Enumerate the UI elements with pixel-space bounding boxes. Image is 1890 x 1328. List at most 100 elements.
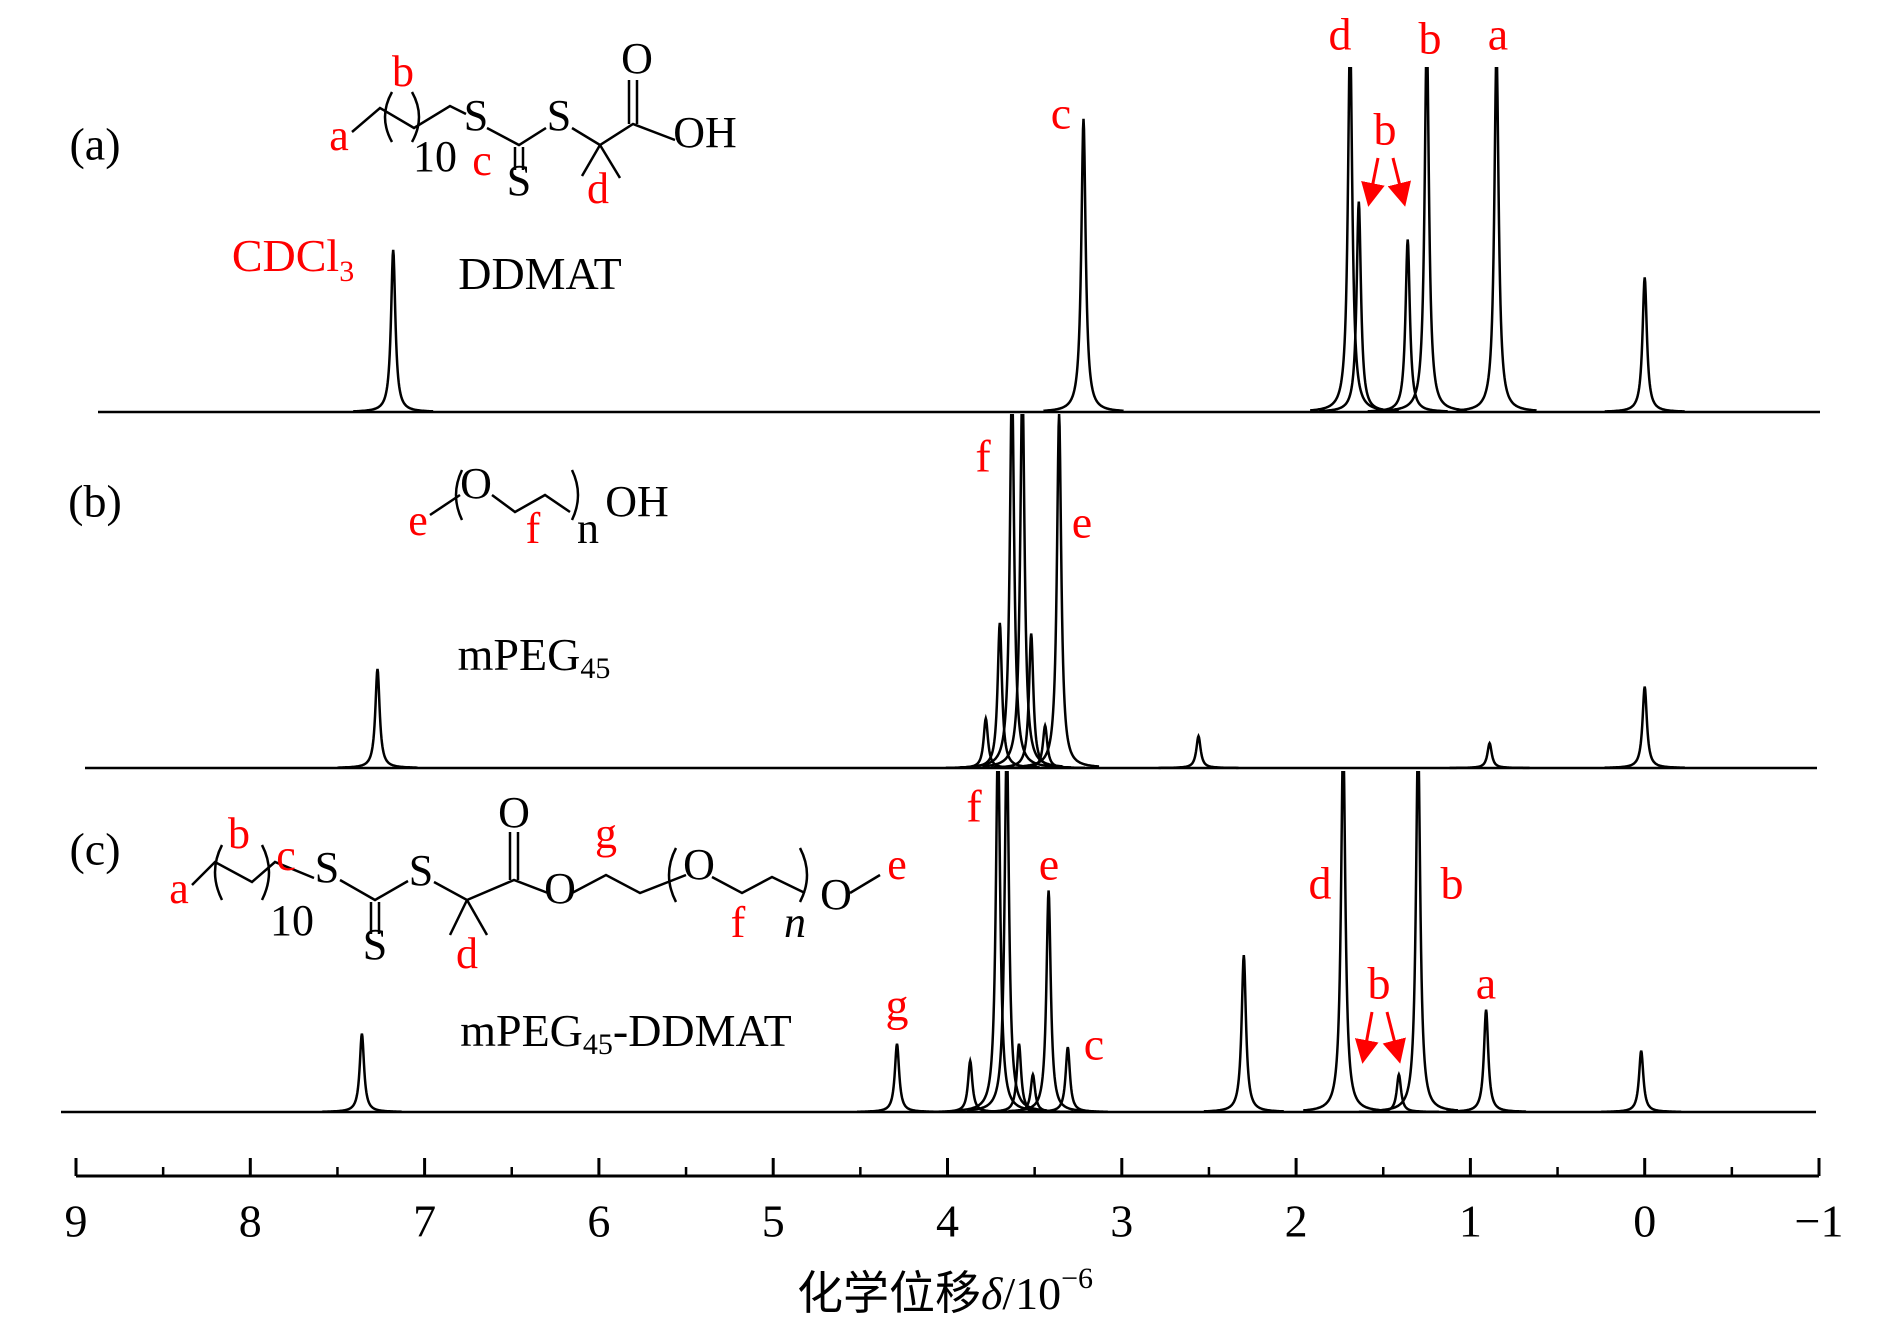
solvent-label: CDCl3 <box>232 230 354 288</box>
sample-name-part: DDMAT <box>458 248 622 299</box>
peak <box>1043 118 1124 413</box>
atom-label: n <box>784 898 806 947</box>
peak <box>1019 414 1100 768</box>
bond <box>433 878 549 902</box>
atom-label: a <box>329 111 349 160</box>
peak <box>1027 1046 1108 1113</box>
atom-label: 10 <box>270 896 314 945</box>
x-tick-label: 4 <box>936 1196 959 1247</box>
peak <box>1008 890 1089 1113</box>
bond <box>571 873 687 895</box>
atom-label: S <box>409 846 433 895</box>
peak <box>1303 771 1384 1112</box>
structure-c: a b c 10 S S S O O g O f n O e d <box>169 788 907 978</box>
atom-label: OH <box>605 477 669 526</box>
x-axis-title-part: δ <box>981 1268 1003 1319</box>
arrow <box>1354 1011 1379 1064</box>
peak <box>1310 67 1391 412</box>
peak <box>1203 954 1284 1113</box>
bracket <box>410 91 421 143</box>
atom-label: e <box>887 840 907 889</box>
bond <box>491 493 571 514</box>
structure-b: e O f n OH <box>408 459 669 553</box>
arrow <box>1361 157 1385 207</box>
atom-label: b <box>228 809 250 858</box>
atom-label: O <box>683 840 715 889</box>
bracket <box>213 844 224 901</box>
peak-label: g <box>886 980 909 1031</box>
peak <box>1604 277 1685 413</box>
atom-label: O <box>460 459 492 508</box>
atom-label: 10 <box>413 132 457 181</box>
atom-label: d <box>587 164 609 213</box>
peak <box>1358 1071 1439 1114</box>
x-axis-title-part: /10 <box>1002 1268 1061 1319</box>
peak <box>1158 732 1239 770</box>
panel-tag: (c) <box>69 824 120 875</box>
bond <box>711 875 806 895</box>
peak <box>1386 67 1467 412</box>
atom-label: n <box>577 504 599 553</box>
peak <box>353 249 434 413</box>
peak-label: a <box>1476 958 1496 1009</box>
atom-label: O <box>498 788 530 837</box>
peak-label: a <box>1488 9 1508 60</box>
x-tick-label: −1 <box>1795 1196 1844 1247</box>
atom-label: S <box>315 843 339 892</box>
atom-label: c <box>472 136 492 185</box>
sample-name: mPEG45-DDMAT <box>460 1005 792 1061</box>
bond <box>598 144 622 179</box>
peak-label: f <box>966 781 982 832</box>
bracket <box>260 844 271 901</box>
bond <box>339 878 409 902</box>
x-axis-title-part: −6 <box>1061 1262 1093 1295</box>
atom-label: g <box>595 809 617 858</box>
bracket <box>454 469 464 521</box>
bracket <box>570 469 580 521</box>
peak-label: c <box>1051 88 1071 139</box>
atom-label: f <box>526 504 541 553</box>
atom-label: c <box>276 831 296 880</box>
atom-label: S <box>363 920 387 969</box>
x-axis-title-part: 化学位移 <box>797 1268 981 1319</box>
x-tick-label: 0 <box>1633 1196 1656 1247</box>
x-tick-label: 8 <box>239 1196 262 1247</box>
peak-label: e <box>1072 497 1092 548</box>
peak <box>1005 721 1086 770</box>
atom-label: a <box>169 864 189 913</box>
x-tick-label: 7 <box>413 1196 436 1247</box>
atom-label: S <box>547 91 571 140</box>
panel-tag: (b) <box>68 476 122 527</box>
peak <box>1367 239 1448 413</box>
bracket <box>383 91 394 143</box>
bracket <box>667 847 678 903</box>
peak-label: d <box>1329 9 1352 60</box>
sample-name-part: mPEG <box>460 1005 583 1056</box>
peak <box>321 1033 402 1113</box>
peak-label: b <box>1368 958 1391 1009</box>
peak-label: b <box>1419 13 1442 64</box>
x-tick-label: 3 <box>1110 1196 1133 1247</box>
peak-label: f <box>975 431 991 482</box>
peak <box>982 414 1063 768</box>
peak-label: d <box>1309 858 1332 909</box>
atom-label: b <box>392 47 414 96</box>
peak <box>1601 1050 1682 1113</box>
peak <box>1456 67 1537 412</box>
peak <box>966 771 1047 1112</box>
x-tick-label: 5 <box>762 1196 785 1247</box>
atom-label: O <box>544 864 576 913</box>
atom-label: O <box>820 870 852 919</box>
bond <box>580 144 602 177</box>
atom-label: f <box>731 898 746 947</box>
peak <box>337 668 418 769</box>
peak-label: b <box>1441 858 1464 909</box>
bond <box>351 104 467 133</box>
atom-label: d <box>456 929 478 978</box>
sample-name-part: -DDMAT <box>613 1005 792 1056</box>
atom-label: S <box>507 156 531 205</box>
peak <box>1449 740 1530 770</box>
x-tick-label: 9 <box>65 1196 88 1247</box>
peak <box>857 1043 937 1113</box>
